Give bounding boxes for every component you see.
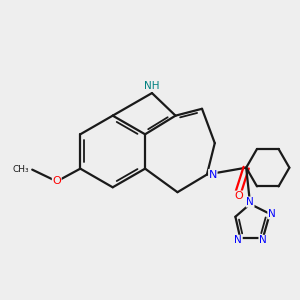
Text: N: N (246, 197, 254, 207)
Text: N: N (208, 169, 217, 179)
Text: N: N (259, 235, 267, 245)
Text: O: O (234, 191, 243, 201)
Text: N: N (235, 235, 242, 245)
Text: O: O (52, 176, 61, 186)
Text: CH₃: CH₃ (13, 165, 29, 174)
Text: N: N (268, 209, 276, 219)
Text: NH: NH (144, 81, 160, 91)
